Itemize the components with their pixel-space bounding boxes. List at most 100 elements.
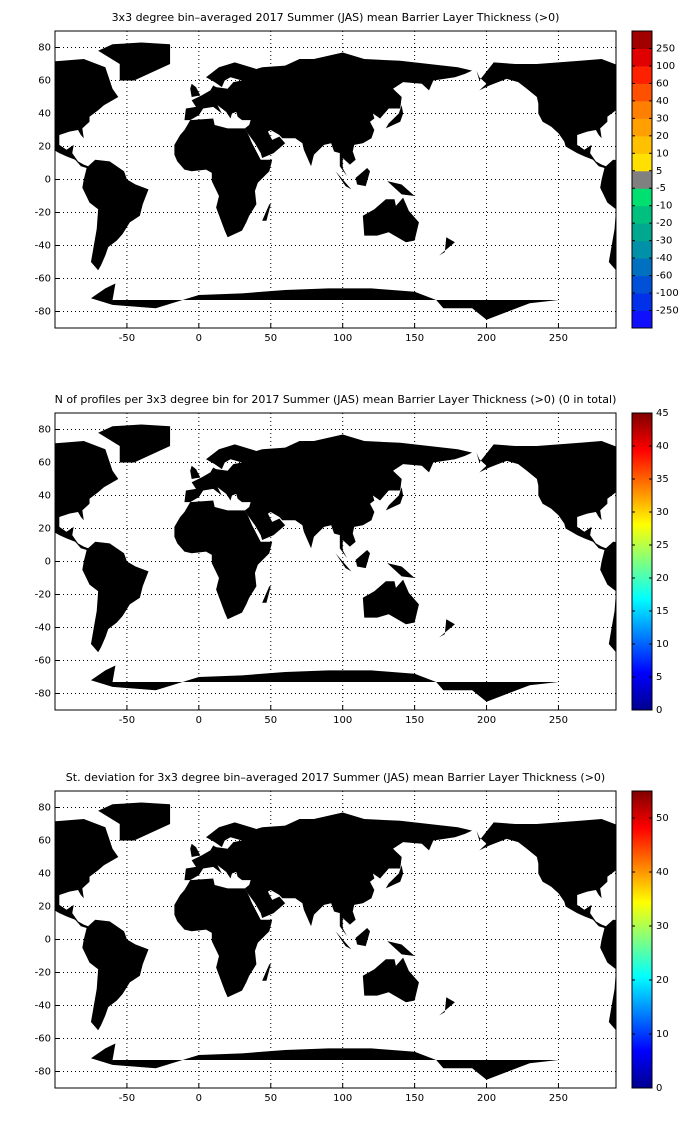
y-tick-label: 20 bbox=[38, 902, 51, 913]
colorbar-tick-label: 40 bbox=[656, 867, 669, 878]
colorbar-tick-label: -60 bbox=[656, 271, 672, 282]
x-tick-label: -50 bbox=[119, 333, 135, 344]
x-tick-label: 150 bbox=[405, 715, 424, 726]
map-title: St. deviation for 3x3 degree bin–average… bbox=[66, 771, 605, 784]
colorbar-tick-label: 10 bbox=[656, 1029, 669, 1040]
colorbar: -250 -100 -60 -40 -30 -20 -10 -5 5 10 20 30 40 60 100 2… bbox=[631, 30, 679, 329]
colorbar-tick-label: 45 bbox=[656, 408, 669, 419]
y-tick-label: -80 bbox=[35, 1067, 51, 1078]
y-tick-label: -40 bbox=[35, 1001, 51, 1012]
colorbar-tick-label: 5 bbox=[656, 672, 662, 683]
colorbar-segment bbox=[632, 83, 652, 102]
colorbar-tick-label: -40 bbox=[656, 253, 672, 264]
colorbar-tick-label: 60 bbox=[656, 78, 669, 89]
x-tick-label: 250 bbox=[549, 333, 568, 344]
x-tick-label: 100 bbox=[333, 715, 352, 726]
colorbar-tick-label: -10 bbox=[656, 201, 672, 212]
colorbar-frame bbox=[631, 412, 653, 711]
x-tick-label: 200 bbox=[477, 333, 496, 344]
y-tick-label: 40 bbox=[38, 491, 51, 502]
y-tick-label: 80 bbox=[38, 43, 51, 54]
colorbar-gradient bbox=[632, 413, 652, 710]
colorbar-tick-label: 40 bbox=[656, 441, 669, 452]
y-tick-label: 20 bbox=[38, 142, 51, 153]
colorbar-segment bbox=[632, 170, 652, 189]
y-tick-label: 80 bbox=[38, 803, 51, 814]
colorbar-segment bbox=[632, 31, 652, 49]
colorbar: 0 5 10 15 20 25 30 35 40 45 bbox=[631, 408, 669, 716]
colorbar-tick-label: -250 bbox=[656, 306, 679, 317]
y-tick-label: -80 bbox=[35, 689, 51, 700]
colorbar-tick-label: 40 bbox=[656, 96, 669, 107]
colorbar-tick-label: -30 bbox=[656, 236, 672, 247]
y-tick-label: 40 bbox=[38, 869, 51, 880]
map-panel: St. deviation for 3x3 degree bin–average… bbox=[35, 771, 669, 1104]
colorbar-tick-label: 0 bbox=[656, 705, 662, 716]
y-tick-label: 60 bbox=[38, 458, 51, 469]
y-tick-label: -20 bbox=[35, 208, 51, 219]
colorbar-segment bbox=[632, 258, 652, 277]
x-tick-label: 0 bbox=[196, 1093, 202, 1104]
colorbar-tick-label: 20 bbox=[656, 975, 669, 986]
x-tick-label: 250 bbox=[549, 715, 568, 726]
x-tick-label: 100 bbox=[333, 333, 352, 344]
colorbar-tick-label: -100 bbox=[656, 288, 679, 299]
colorbar-segment bbox=[632, 310, 652, 329]
colorbar-tick-label: -20 bbox=[656, 218, 672, 229]
y-tick-label: -20 bbox=[35, 590, 51, 601]
colorbar-tick-label: -5 bbox=[656, 183, 666, 194]
colorbar-segment bbox=[632, 118, 652, 137]
y-tick-label: 0 bbox=[45, 557, 51, 568]
colorbar-segment bbox=[632, 240, 652, 259]
colorbar-segment bbox=[632, 293, 652, 312]
colorbar-tick-label: 25 bbox=[656, 540, 669, 551]
map-frame bbox=[54, 790, 617, 1089]
x-tick-label: 0 bbox=[196, 333, 202, 344]
map-title: N of profiles per 3x3 degree bin for 201… bbox=[55, 393, 617, 406]
colorbar-segment bbox=[632, 100, 652, 119]
y-tick-label: 60 bbox=[38, 836, 51, 847]
colorbar-tick-label: 20 bbox=[656, 131, 669, 142]
colorbar-frame bbox=[631, 790, 653, 1089]
x-tick-label: 150 bbox=[405, 333, 424, 344]
colorbar-tick-label: 0 bbox=[656, 1083, 662, 1094]
map-frame bbox=[54, 412, 617, 711]
x-tick-label: 100 bbox=[333, 1093, 352, 1104]
y-tick-label: -60 bbox=[35, 1034, 51, 1045]
colorbar-tick-label: 35 bbox=[656, 474, 669, 485]
y-tick-label: -40 bbox=[35, 623, 51, 634]
colorbar-tick-label: 10 bbox=[656, 639, 669, 650]
x-tick-label: 50 bbox=[264, 333, 277, 344]
x-tick-label: 50 bbox=[264, 715, 277, 726]
colorbar-segment bbox=[632, 65, 652, 84]
colorbar: 0 10 20 30 40 50 bbox=[631, 790, 669, 1094]
y-tick-label: 80 bbox=[38, 425, 51, 436]
colorbar-tick-label: 15 bbox=[656, 606, 669, 617]
y-tick-label: 60 bbox=[38, 76, 51, 87]
y-tick-label: 0 bbox=[45, 935, 51, 946]
colorbar-tick-label: 100 bbox=[656, 61, 675, 72]
x-tick-label: 200 bbox=[477, 715, 496, 726]
x-tick-label: 50 bbox=[264, 1093, 277, 1104]
map-title: 3x3 degree bin–averaged 2017 Summer (JAS… bbox=[112, 11, 560, 24]
y-tick-label: -80 bbox=[35, 307, 51, 318]
y-tick-label: 0 bbox=[45, 175, 51, 186]
map-frame bbox=[54, 30, 617, 329]
map-panel: N of profiles per 3x3 degree bin for 201… bbox=[35, 393, 669, 726]
colorbar-segment bbox=[632, 205, 652, 224]
colorbar-segment bbox=[632, 188, 652, 207]
colorbar-tick-label: 50 bbox=[656, 813, 669, 824]
colorbar-gradient bbox=[632, 791, 652, 1088]
y-tick-label: 40 bbox=[38, 109, 51, 120]
colorbar-segment bbox=[632, 135, 652, 154]
colorbar-tick-label: 30 bbox=[656, 113, 669, 124]
colorbar-tick-label: 30 bbox=[656, 507, 669, 518]
x-tick-label: -50 bbox=[119, 1093, 135, 1104]
colorbar-tick-label: 250 bbox=[656, 43, 675, 54]
y-tick-label: -60 bbox=[35, 274, 51, 285]
x-tick-label: 250 bbox=[549, 1093, 568, 1104]
colorbar-tick-label: 5 bbox=[656, 166, 662, 177]
